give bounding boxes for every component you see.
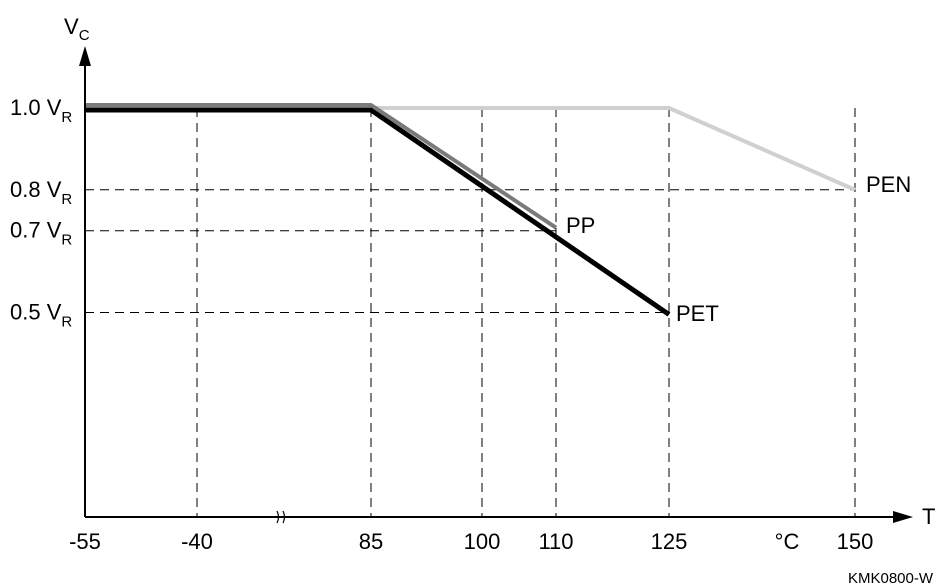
x-axis-arrow-icon [893, 511, 913, 523]
x-tick-label: 85 [359, 529, 383, 554]
series-lines [85, 103, 856, 317]
figure-code: KMK0800-W [848, 570, 934, 587]
series-label-pp: PP [566, 213, 595, 238]
series-line-pet [85, 107, 671, 317]
y-tick-label: 1.0 VR [10, 95, 72, 126]
x-tick-label: 100 [464, 529, 501, 554]
x-tick-label: -40 [181, 529, 213, 554]
axis-break-icon [276, 510, 286, 524]
series-label-pet: PET [676, 301, 719, 326]
y-axis-arrow-icon [79, 46, 91, 66]
y-tick-label: 0.8 VR [10, 177, 72, 208]
y-axis-label: VC [64, 14, 90, 44]
x-unit-label: °C [775, 529, 800, 554]
x-tick-label: 110 [538, 529, 573, 554]
series-line-pp [85, 103, 558, 230]
x-tick-label: -55 [69, 529, 101, 554]
y-tick-label: 0.7 VR [10, 218, 72, 249]
y-tick-label: 0.5 VR [10, 300, 72, 331]
x-tick-label: 125 [651, 529, 688, 554]
axes [79, 46, 913, 524]
x-tick-label: 150 [837, 529, 874, 554]
axis-labels: -55 -40 85 100 110 125 150 °C T VC 1.0 VR 0.8 VR 0.7… [10, 14, 935, 587]
x-axis-label: T [922, 504, 935, 529]
series-label-pen: PEN [866, 172, 911, 197]
